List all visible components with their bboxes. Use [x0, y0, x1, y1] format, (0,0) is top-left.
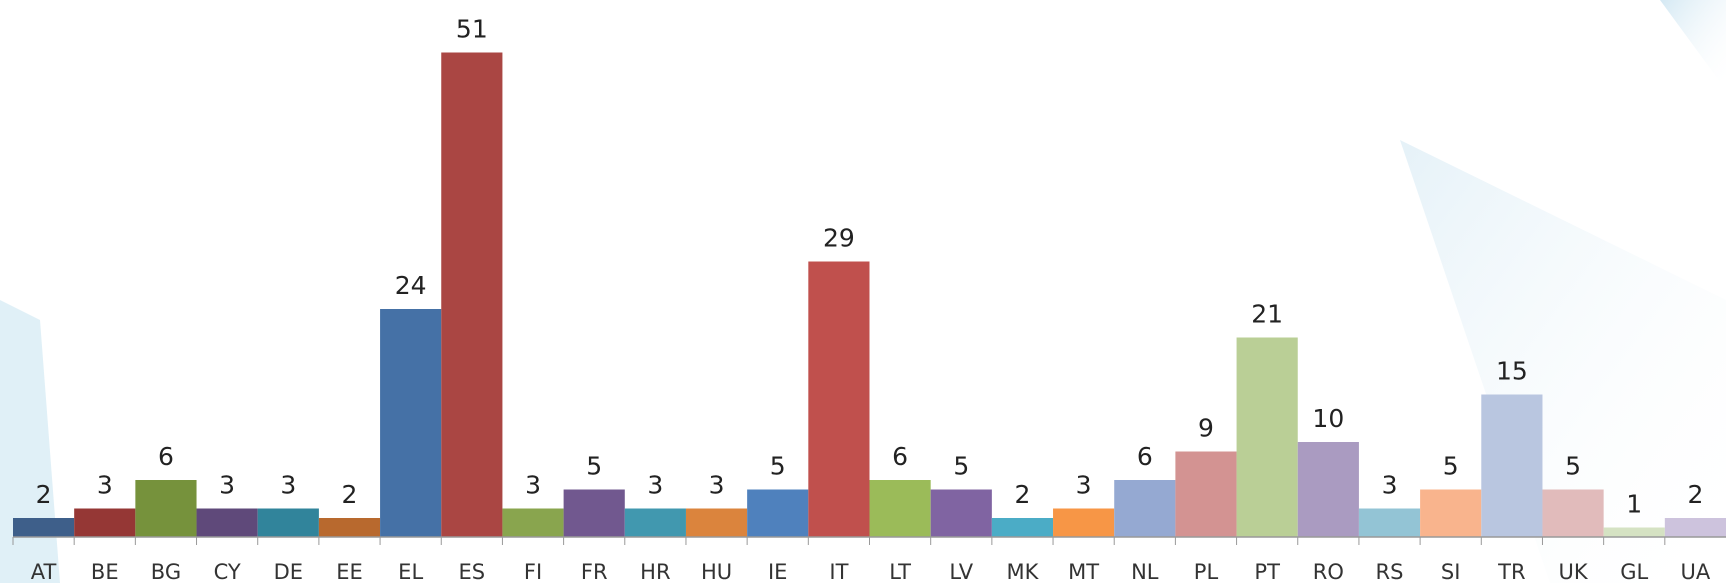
x-tick-label: TR: [1497, 560, 1525, 583]
bar: [991, 518, 1054, 537]
x-tick-label: LT: [889, 560, 911, 583]
bar: [747, 489, 809, 537]
x-tick-label: UK: [1558, 560, 1588, 583]
decor: [1400, 140, 1726, 583]
bar: [441, 52, 503, 537]
x-tick-label: EL: [398, 560, 423, 583]
x-tick-label: AT: [31, 560, 57, 583]
bar: [1481, 394, 1543, 537]
value-label: 1: [1626, 490, 1642, 519]
value-label: 3: [647, 471, 663, 500]
value-label: 6: [1137, 442, 1153, 471]
x-tick-label: RS: [1376, 560, 1404, 583]
x-tick-label: HU: [701, 560, 732, 583]
bar: [685, 508, 748, 537]
x-tick-label: BG: [151, 560, 181, 583]
x-tick-label: SI: [1441, 560, 1461, 583]
bar: [1175, 451, 1237, 537]
x-tick-label: MT: [1068, 560, 1099, 583]
x-tick-label: FI: [524, 560, 542, 583]
x-tick-label: PL: [1194, 560, 1219, 583]
bar: [1053, 508, 1115, 537]
plot-area: 2AT3BE6BG3CY3DE2EE24EL51ES3FI5FR3HR3HU5I…: [12, 15, 1726, 583]
value-label: 21: [1251, 300, 1283, 329]
bar: [1297, 442, 1359, 537]
value-label: 6: [892, 442, 908, 471]
value-label: 3: [1382, 471, 1398, 500]
bar: [502, 508, 564, 537]
value-label: 15: [1496, 357, 1528, 386]
value-label: 5: [1443, 452, 1459, 481]
value-label: 3: [709, 471, 725, 500]
value-label: 5: [953, 452, 969, 481]
value-label: 3: [525, 471, 541, 500]
value-label: 5: [586, 452, 602, 481]
bar: [1358, 508, 1421, 537]
bar: [380, 309, 442, 537]
x-tick-label: HR: [640, 560, 670, 583]
x-tick-label: IE: [768, 560, 787, 583]
value-label: 3: [1076, 471, 1092, 500]
bar: [1114, 480, 1176, 537]
bar: [257, 508, 319, 537]
bar: [808, 261, 870, 537]
value-label: 3: [97, 471, 113, 500]
value-label: 51: [456, 15, 488, 44]
bar: [135, 480, 197, 537]
bar: [74, 508, 136, 537]
value-label: 3: [280, 471, 296, 500]
bar: [1664, 518, 1726, 537]
bar: [196, 508, 258, 537]
decor: [1660, 0, 1726, 90]
bar: [13, 518, 75, 537]
value-label: 2: [1687, 480, 1703, 509]
x-tick-label: BE: [91, 560, 119, 583]
value-label: 2: [342, 480, 358, 509]
bar: [1236, 337, 1298, 537]
x-tick-label: EE: [336, 560, 363, 583]
x-tick-label: LV: [949, 560, 973, 583]
value-label: 29: [823, 224, 855, 253]
bar: [563, 489, 625, 537]
x-tick-label: DE: [274, 560, 303, 583]
bar: [318, 518, 381, 537]
value-label: 24: [395, 271, 427, 300]
x-tick-label: NL: [1131, 560, 1159, 583]
value-label: 3: [219, 471, 235, 500]
x-tick-label: UA: [1681, 560, 1711, 583]
x-tick-label: CY: [214, 560, 241, 583]
bar: [624, 508, 686, 537]
x-tick-label: IT: [829, 560, 848, 583]
bar: [930, 489, 992, 537]
decor: [0, 300, 60, 583]
x-tick-label: FR: [581, 560, 608, 583]
value-label: 2: [1014, 480, 1030, 509]
x-tick-label: GL: [1620, 560, 1648, 583]
x-tick-label: ES: [459, 560, 486, 583]
bar: [1420, 489, 1482, 537]
value-label: 2: [36, 480, 52, 509]
value-label: 6: [158, 442, 174, 471]
bar: [869, 480, 931, 537]
x-tick-label: PT: [1254, 560, 1280, 583]
value-label: 10: [1312, 404, 1344, 433]
bar: [1542, 489, 1604, 537]
bar: [1603, 527, 1665, 537]
value-label: 5: [1565, 452, 1581, 481]
x-tick-label: MK: [1007, 560, 1040, 583]
value-label: 9: [1198, 414, 1214, 443]
x-tick-label: RO: [1313, 560, 1344, 583]
value-label: 5: [770, 452, 786, 481]
